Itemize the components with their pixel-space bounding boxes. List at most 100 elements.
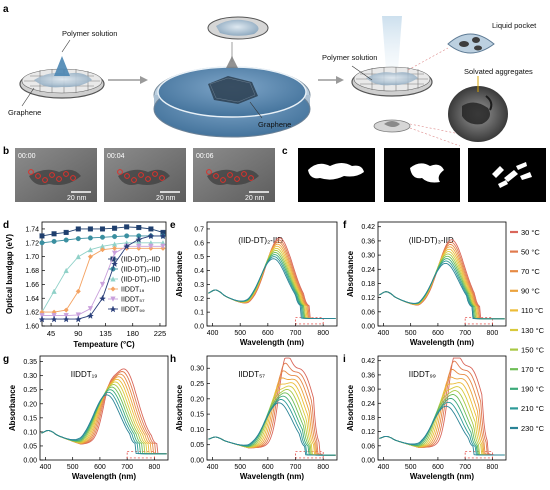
y-tick-label: 0.12 [361,429,375,436]
temperature-legend-entry: 130 °C [510,326,545,335]
data-point [110,296,116,302]
panel-h: h 400 500 600 700 800 0.00 0.05 0.10 0.15 0.20 0.25… [170,354,338,481]
y-axis-label: Absorbance [346,250,355,297]
x-tick-label: 600 [432,330,444,337]
tracked-particle [145,176,151,182]
x-tick-label: 600 [262,330,274,337]
series-1 [39,224,166,239]
data-point [99,234,105,240]
temperature-legend-entry: 210 °C [510,404,545,413]
y-tick-label: 1.68 [25,268,39,275]
label-graphene-2: Graphene [258,120,291,129]
y-tick-label: 0.05 [190,442,204,449]
legend-label: 150 °C [521,345,545,354]
tracked-particle [234,176,240,182]
tracked-particle [241,171,247,177]
highlight-box [464,451,493,459]
y-tick-label: 0.3 [194,282,204,289]
highlight-box [295,451,324,459]
data-point [63,237,69,243]
floating-grid [207,16,269,40]
x-tick-label: 600 [432,464,444,471]
axes-frame [206,221,338,327]
y-tick-label: 1.60 [25,324,39,331]
data-point [50,315,58,323]
y-tick-label: 0.10 [23,429,37,436]
y-tick-label: 0.36 [361,372,375,379]
data-point [87,246,94,253]
x-tick-label: 500 [405,464,417,471]
legend-label: 50 °C [521,247,540,256]
spectrum-line-11 [208,402,336,456]
spectrum-line-11 [379,262,505,320]
spectrum-line-9 [379,258,505,320]
panel-label-d: d [3,220,9,231]
y-tick-label: 0.25 [23,387,37,394]
tracked-particle [56,176,62,182]
temperature-legend-entry: 190 °C [510,385,545,394]
y-axis-label-d: Optical bandgap (eV) [5,234,14,314]
data-point [148,243,154,250]
x-tick-label: 90 [74,329,82,338]
panel-e: e 400 500 600 700 800 0.0 0.1 0.2 0.3 0.4 0.5 0.6 0.7… [170,220,338,347]
spectrum-line-10 [208,256,336,319]
data-point [112,225,118,231]
panel-g: g 400 500 600 700 800 0.00 0.05 0.10 0.15 0.20 0.25… [3,354,169,481]
data-point [39,240,45,246]
y-tick-label: 1.74 [25,226,39,233]
y-tick-label: 0.18 [361,281,375,288]
y-tick-label: 0.24 [361,267,375,274]
legend-label: IIDDT₅₇ [121,297,145,304]
data-point [111,250,118,256]
x-tick-label: 500 [405,330,417,337]
y-axis-label: Absorbance [346,384,355,431]
axes-frame-d [41,221,167,327]
scale-bar-label: 20 nm [67,195,87,202]
axes-frame [377,355,507,461]
data-point [112,234,118,240]
data-point [99,247,106,253]
series-6 [38,232,167,323]
panel-f: f 400 500 600 700 800 0.00 0.06 0.12 0.18 0.24 0.30… [343,220,507,347]
x-axis-label: Wavelength (nm) [240,472,304,481]
panel-b: b 00:00 20 nm 00:04 20 nm 00:06 20 nm [3,146,275,202]
panel-title: IIDDT₉₉ [409,370,436,379]
mask-shape-2 [410,163,444,183]
y-tick-label: 0.00 [190,458,204,465]
temperature-legend-entry: 230 °C [510,424,545,433]
temperature-legend: 30 °C 50 °C 70 °C 90 °C 110 °C 130 °C 150 °C 17… [510,228,545,433]
spectrum-line-8 [379,255,505,320]
data-point [148,226,154,232]
x-tick-label: 800 [487,464,499,471]
x-axis-label: Wavelength (nm) [410,472,474,481]
panel-c: c [282,146,546,202]
spectrum-line-10 [379,260,505,320]
y-tick-label: 0.30 [190,366,204,373]
y-tick-label: 0.30 [361,387,375,394]
x-tick-label: 500 [234,330,246,337]
x-axis-label: Wavelength (nm) [240,338,304,347]
series-2 [39,233,166,246]
panel-label-e: e [170,220,176,231]
y-tick-label: 0.20 [23,401,37,408]
scale-bar-label: 20 nm [245,195,265,202]
y-tick-label: 0.36 [361,238,375,245]
x-tick-label: 45 [47,329,55,338]
data-point [112,245,118,251]
spectrum-line-9 [208,254,336,319]
y-tick-label: 0.2 [194,296,204,303]
tracked-particle [227,172,233,178]
legend-label: 130 °C [521,326,545,335]
y-axis-label: Absorbance [175,250,184,297]
y-tick-label: 0.0 [194,324,204,331]
y-tick-label: 0.05 [23,443,37,450]
data-point [111,260,119,268]
spectrum-line-7 [208,249,336,319]
y-tick-label: 0.25 [190,381,204,388]
data-point [109,305,117,313]
y-tick-label: 0.30 [23,373,37,380]
legend-label: (IID-DT)₄-IID [121,277,160,284]
data-point [38,315,46,323]
spectrum-line-1 [379,239,505,320]
